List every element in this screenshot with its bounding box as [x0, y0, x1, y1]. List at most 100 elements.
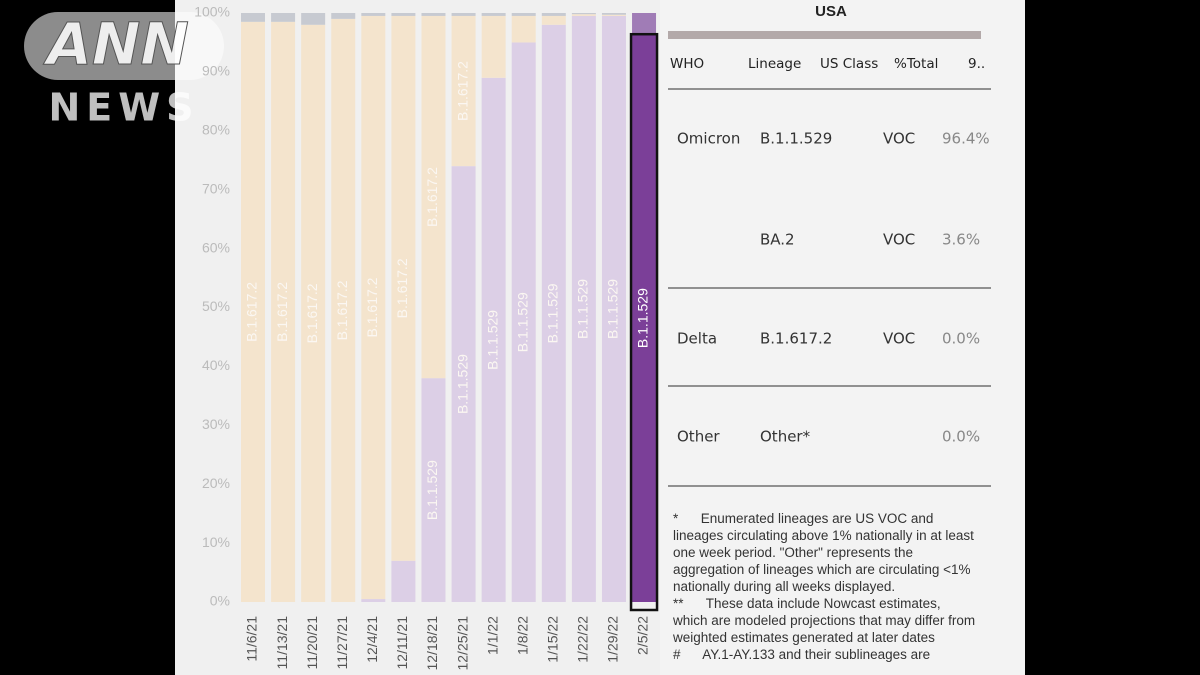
bar-segment: [421, 15, 446, 379]
column-header: US Class: [820, 56, 878, 72]
y-tick-label: 80%: [202, 122, 230, 138]
table-panel: [660, 0, 1025, 675]
bar-segment: [632, 34, 657, 603]
bar-segment: [511, 13, 536, 16]
segment-label: B.1.617.2: [334, 280, 350, 340]
x-tick-label: 12/25/21: [454, 616, 470, 671]
logo-badge: [24, 12, 224, 80]
bar-segment: [421, 13, 446, 16]
bar-segment: [361, 599, 386, 602]
segment-label: B.1.617.2: [454, 61, 470, 121]
column-header: WHO: [670, 56, 704, 72]
x-tick-label: 1/29/22: [605, 616, 621, 663]
bar-segment: [421, 378, 446, 602]
segment-label: B.1.617.2: [424, 167, 440, 227]
table-cell: B.1.1.529: [760, 130, 832, 148]
bar-segment: [571, 14, 596, 16]
y-tick-label: 60%: [202, 239, 230, 255]
y-tick-label: 70%: [202, 180, 230, 196]
segment-label: B.1.617.2: [394, 258, 410, 318]
footnote: * Enumerated lineages are US VOC and lin…: [673, 511, 978, 594]
x-tick-label: 11/6/21: [244, 616, 260, 662]
bar-segment: [451, 166, 476, 602]
logo-top: ANN: [43, 10, 189, 78]
bar-segment: [541, 24, 566, 602]
table-cell: 0.0%: [942, 428, 980, 446]
logo-bottom: NEWS: [48, 86, 199, 130]
y-tick-label: 30%: [202, 416, 230, 432]
x-tick-label: 1/22/22: [575, 616, 591, 663]
table-cell: VOC: [883, 231, 915, 249]
bar-segment: [601, 13, 626, 15]
bar-segment: [511, 42, 536, 602]
bar-segment: [541, 15, 566, 25]
table-cell: B.1.617.2: [760, 330, 832, 348]
bar-segment: [271, 13, 296, 22]
segment-label: B.1.1.529: [605, 279, 621, 339]
column-header: %Total: [894, 56, 938, 72]
bar-segment: [391, 13, 416, 16]
segment-label: B.1.1.529: [635, 288, 651, 348]
segment-label: B.1.617.2: [244, 282, 260, 342]
table-cell: Other: [677, 428, 720, 446]
bar-segment: [601, 15, 626, 602]
x-tick-label: 11/13/21: [274, 616, 290, 670]
y-tick-label: 10%: [202, 534, 230, 550]
bar-segment: [541, 13, 566, 16]
x-tick-label: 1/8/22: [514, 616, 530, 655]
segment-label: B.1.617.2: [364, 277, 380, 337]
x-tick-label: 11/27/21: [334, 616, 350, 670]
y-tick-label: 90%: [202, 63, 230, 79]
bar-segment: [391, 560, 416, 602]
bar-segment: [481, 77, 506, 603]
title-rule: [668, 31, 981, 39]
bar-segment: [451, 15, 476, 167]
bar-segment: [571, 13, 596, 15]
bar-segment: [331, 18, 356, 602]
footnote: # AY.1-AY.133 and their sublineages are: [673, 647, 931, 662]
segment-label: B.1.1.529: [514, 292, 530, 352]
table-cell: Delta: [677, 330, 717, 348]
y-tick-label: 50%: [202, 298, 230, 314]
bar-segment: [601, 14, 626, 16]
table-cell: VOC: [883, 330, 915, 348]
bar-segment: [361, 15, 386, 600]
column-header: 9..: [968, 56, 985, 72]
y-tick-label: 100%: [194, 4, 230, 20]
bar-segment: [331, 13, 356, 19]
footnotes: * Enumerated lineages are US VOC and lin…: [673, 510, 978, 675]
table-cell: BA.2: [760, 231, 795, 249]
bar-segment: [301, 24, 326, 602]
table-title: USA: [815, 3, 847, 20]
bar-segment: [511, 15, 536, 43]
y-tick-label: 20%: [202, 475, 230, 491]
x-tick-label: 1/15/22: [545, 616, 561, 663]
bar-segment: [571, 15, 596, 602]
table-cell: 96.4%: [942, 130, 990, 148]
x-tick-label: 1/1/22: [484, 616, 500, 655]
segment-label: B.1.617.2: [304, 283, 320, 343]
bar-segment: [271, 21, 296, 602]
table-cell: VOC: [883, 130, 915, 148]
x-tick-label: 2/5/22: [635, 616, 651, 655]
table-cell: Omicron: [677, 130, 740, 148]
segment-label: B.1.1.529: [545, 283, 561, 343]
x-tick-label: 12/11/21: [394, 616, 410, 670]
bar-segment: [451, 13, 476, 16]
y-tick-label: 0%: [210, 593, 230, 609]
x-tick-label: 11/20/21: [304, 616, 320, 670]
segment-label: B.1.1.529: [454, 354, 470, 414]
x-tick-label: 12/4/21: [364, 616, 380, 663]
bar-segment: [481, 15, 506, 78]
x-tick-label: 12/18/21: [424, 616, 440, 671]
segment-label: B.1.617.2: [274, 282, 290, 342]
y-tick-label: 40%: [202, 357, 230, 373]
column-header: Lineage: [748, 56, 801, 72]
table-cell: 0.0%: [942, 330, 980, 348]
table-cell: 3.6%: [942, 231, 980, 249]
segment-label: B.1.1.529: [484, 310, 500, 370]
bar-segment: [632, 13, 657, 35]
bars: B.1.617.2 B.1.617.2 B.1.617.2 B.1.617.2 B.1.…: [241, 13, 659, 612]
